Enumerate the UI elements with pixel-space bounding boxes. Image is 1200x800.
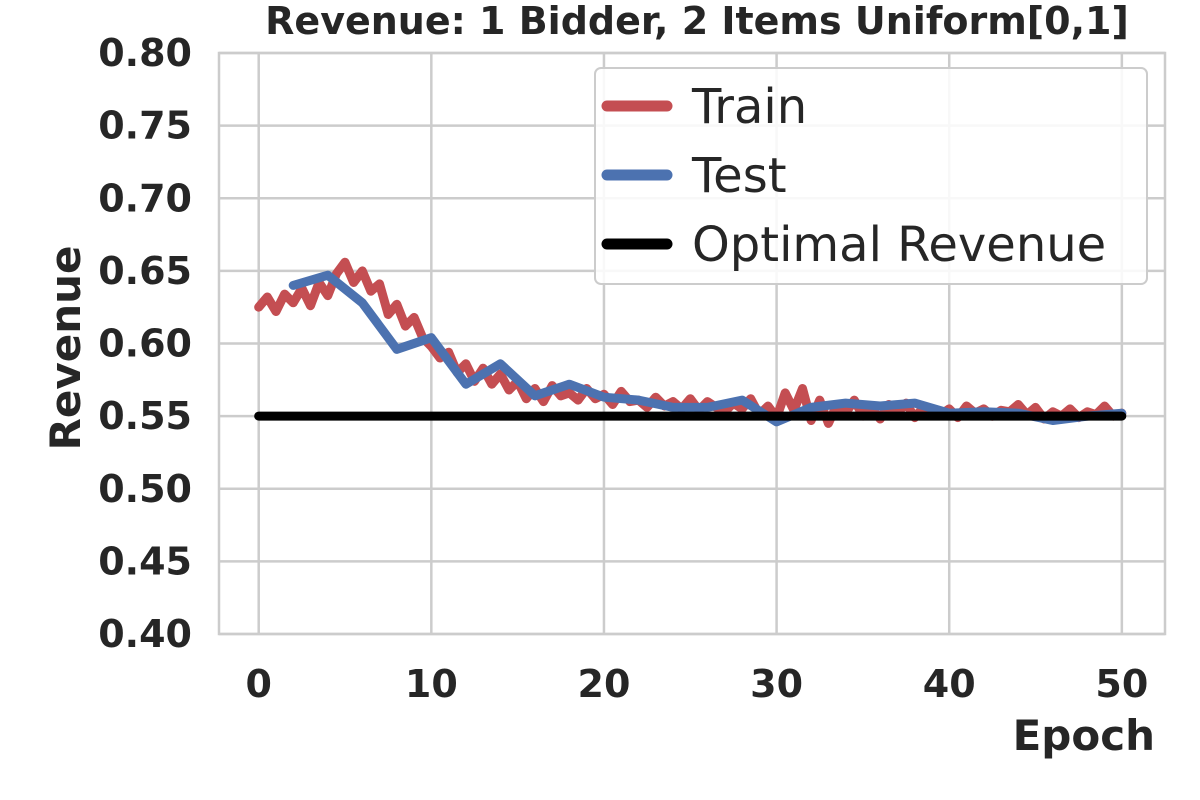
- x-tick-label: 0: [245, 662, 271, 706]
- x-tick-label: 50: [1095, 662, 1148, 706]
- legend-label: Train: [691, 79, 807, 135]
- y-tick-label: 0.60: [98, 322, 192, 366]
- legend-label: Test: [691, 148, 787, 204]
- legend-label: Optimal Revenue: [692, 217, 1106, 273]
- y-tick-label: 0.80: [98, 31, 192, 75]
- x-axis-label: Epoch: [1013, 711, 1155, 760]
- chart-title: Revenue: 1 Bidder, 2 Items Uniform[0,1]: [265, 0, 1129, 43]
- legend: Train Test Optimal Revenue: [594, 67, 1148, 285]
- legend-box: [594, 67, 1148, 285]
- y-tick-label: 0.55: [98, 394, 192, 438]
- y-tick-label: 0.50: [98, 467, 192, 511]
- x-tick-label: 40: [923, 662, 976, 706]
- x-tick-label: 10: [405, 662, 458, 706]
- y-axis-label: Revenue: [41, 246, 90, 451]
- y-tick-label: 0.40: [98, 612, 192, 656]
- y-tick-labels: 0.40 0.45 0.50 0.55 0.60 0.65 0.70 0.75 0.80: [98, 31, 192, 656]
- y-tick-label: 0.75: [98, 104, 192, 148]
- series-layer: [254, 257, 1127, 428]
- x-tick-label: 30: [750, 662, 803, 706]
- y-tick-label: 0.70: [98, 176, 192, 220]
- y-tick-label: 0.45: [98, 539, 192, 583]
- plot-frame: [217, 51, 1167, 636]
- y-tick-label: 0.65: [98, 249, 192, 293]
- x-tick-label: 20: [578, 662, 631, 706]
- x-tick-labels: 0 10 20 30 40 50: [245, 662, 1148, 706]
